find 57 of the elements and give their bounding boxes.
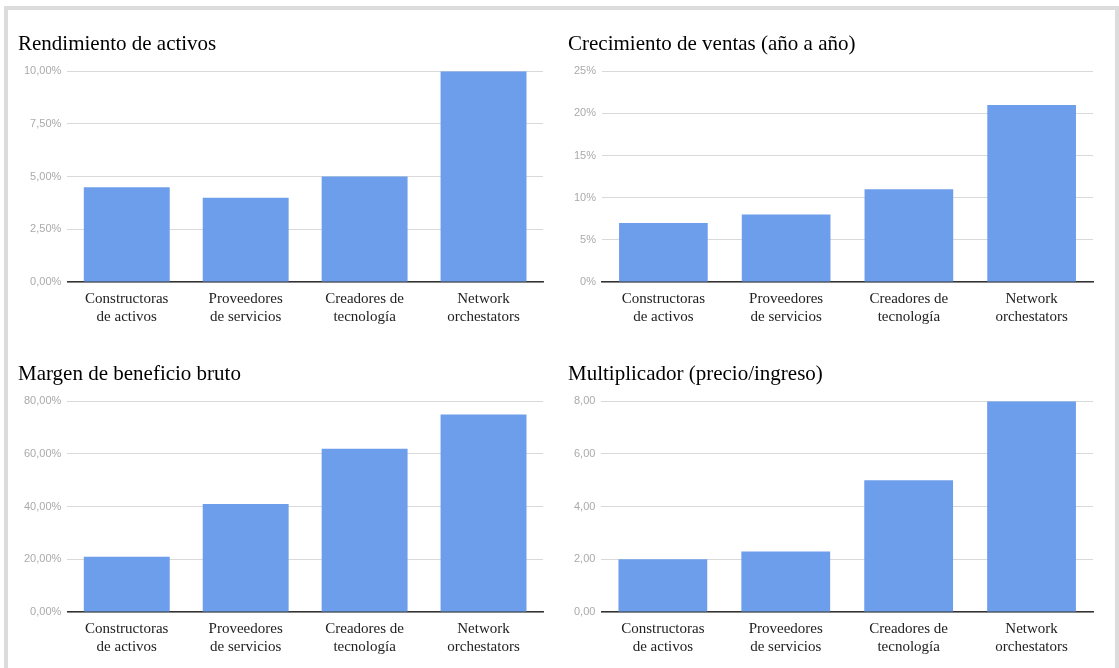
y-tick-label: 40,00% [24, 499, 62, 512]
y-tick-label: 0,00 [573, 605, 596, 618]
chart-title: Margen de beneficio bruto [18, 361, 241, 386]
chart-title: Rendimiento de activos [18, 31, 217, 56]
bar [741, 551, 831, 612]
y-tick-label: 15% [573, 148, 597, 161]
chart-title: Multiplicador (precio/ingreso) [568, 361, 823, 386]
y-tick-label: 5,00% [30, 169, 62, 182]
x-tick-label: Constructoras de activos [621, 619, 705, 654]
y-tick-label: 80,00% [24, 394, 62, 407]
bar [440, 414, 527, 612]
bar [741, 214, 831, 282]
y-tick-label: 20% [573, 106, 597, 119]
y-tick-label: 0,00% [30, 605, 62, 618]
y-tick-label: 20,00% [24, 552, 62, 565]
x-tick-label: Proveedores de servicios [749, 289, 824, 324]
y-tick-label: 60,00% [24, 446, 62, 459]
y-tick-label: 0% [580, 275, 597, 288]
x-tick-label: Constructoras de activos [85, 619, 169, 654]
x-tick-label: Creadores de tecnología [869, 619, 949, 654]
y-tick-label: 2,00 [573, 552, 596, 565]
x-tick-label: Constructoras de activos [621, 289, 706, 324]
y-tick-label: 10% [573, 190, 597, 203]
bar [864, 480, 954, 612]
y-tick-label: 6,00 [573, 446, 596, 459]
x-tick-label: Creadores de tecnología [869, 289, 949, 324]
chart-title: Crecimiento de ventas (año a año) [568, 31, 856, 56]
x-tick-label: Proveedores de servicios [208, 619, 283, 654]
y-tick-label: 8,00 [573, 394, 596, 407]
x-tick-label: Network orchestators [995, 289, 1069, 324]
y-tick-label: 2,50% [30, 222, 62, 235]
y-tick-label: 4,00 [573, 499, 596, 512]
bar [619, 222, 708, 282]
bar [987, 401, 1076, 612]
bar [321, 448, 408, 612]
bar [618, 559, 708, 612]
x-tick-label: Proveedores de servicios [748, 619, 823, 654]
y-tick-label: 5% [580, 232, 597, 245]
bar [321, 176, 408, 282]
y-tick-label: 7,50% [30, 116, 62, 129]
y-tick-label: 10,00% [24, 64, 62, 77]
bar [83, 556, 170, 612]
x-tick-label: Network orchestators [447, 289, 520, 324]
bar [83, 187, 170, 282]
x-tick-label: Creadores de tecnología [325, 619, 405, 654]
bar [440, 71, 527, 282]
bar [202, 503, 289, 612]
bar [987, 104, 1076, 282]
y-tick-label: 25% [573, 64, 597, 77]
x-tick-label: Creadores de tecnología [325, 289, 405, 324]
x-tick-label: Network orchestators [447, 619, 520, 654]
x-tick-label: Constructoras de activos [85, 289, 169, 324]
x-tick-label: Network orchestators [995, 619, 1068, 654]
x-tick-label: Proveedores de servicios [208, 289, 283, 324]
bar [202, 197, 289, 282]
bar [864, 189, 954, 282]
y-tick-label: 0,00% [30, 275, 62, 288]
